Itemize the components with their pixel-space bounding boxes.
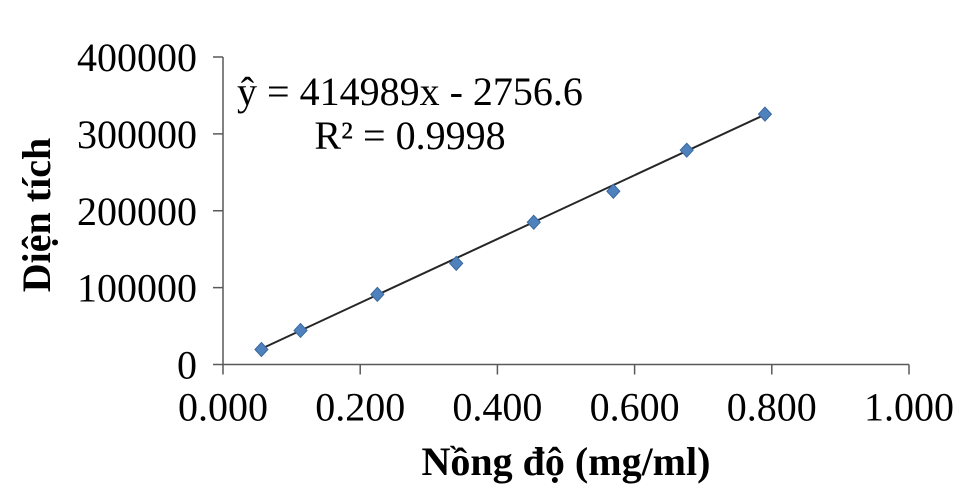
data-point xyxy=(606,183,621,199)
x-tick-label: 0.200 xyxy=(315,385,405,430)
x-tick-label: 0.400 xyxy=(452,385,542,430)
r-squared-line: R² = 0.9998 xyxy=(314,113,506,158)
x-axis-title: Nồng độ (mg/ml) xyxy=(421,439,711,484)
data-point xyxy=(293,322,308,339)
data-point xyxy=(757,106,773,122)
data-point xyxy=(679,142,694,158)
x-tick-label: 0.800 xyxy=(727,385,817,430)
data-point xyxy=(526,214,541,231)
y-tick-label: 0 xyxy=(177,343,197,388)
data-point xyxy=(449,255,464,272)
y-tick-label: 300000 xyxy=(77,112,197,157)
y-tick-label: 200000 xyxy=(77,189,197,234)
trendline xyxy=(260,113,766,350)
y-tick-label: 400000 xyxy=(77,35,197,80)
y-tick-label: 100000 xyxy=(77,266,197,311)
data-point xyxy=(370,286,385,303)
equation-line: ŷ = 414989x - 2756.6 xyxy=(237,69,583,114)
x-tick-label: 0.600 xyxy=(590,385,680,430)
y-axis-title: Diện tích xyxy=(14,137,59,293)
x-tick-label: 1.000 xyxy=(864,385,954,430)
data-point xyxy=(254,341,269,358)
trendline-equation: ŷ = 414989x - 2756.6 R² = 0.9998 xyxy=(226,70,594,158)
x-tick-label: 0.000 xyxy=(178,385,268,430)
